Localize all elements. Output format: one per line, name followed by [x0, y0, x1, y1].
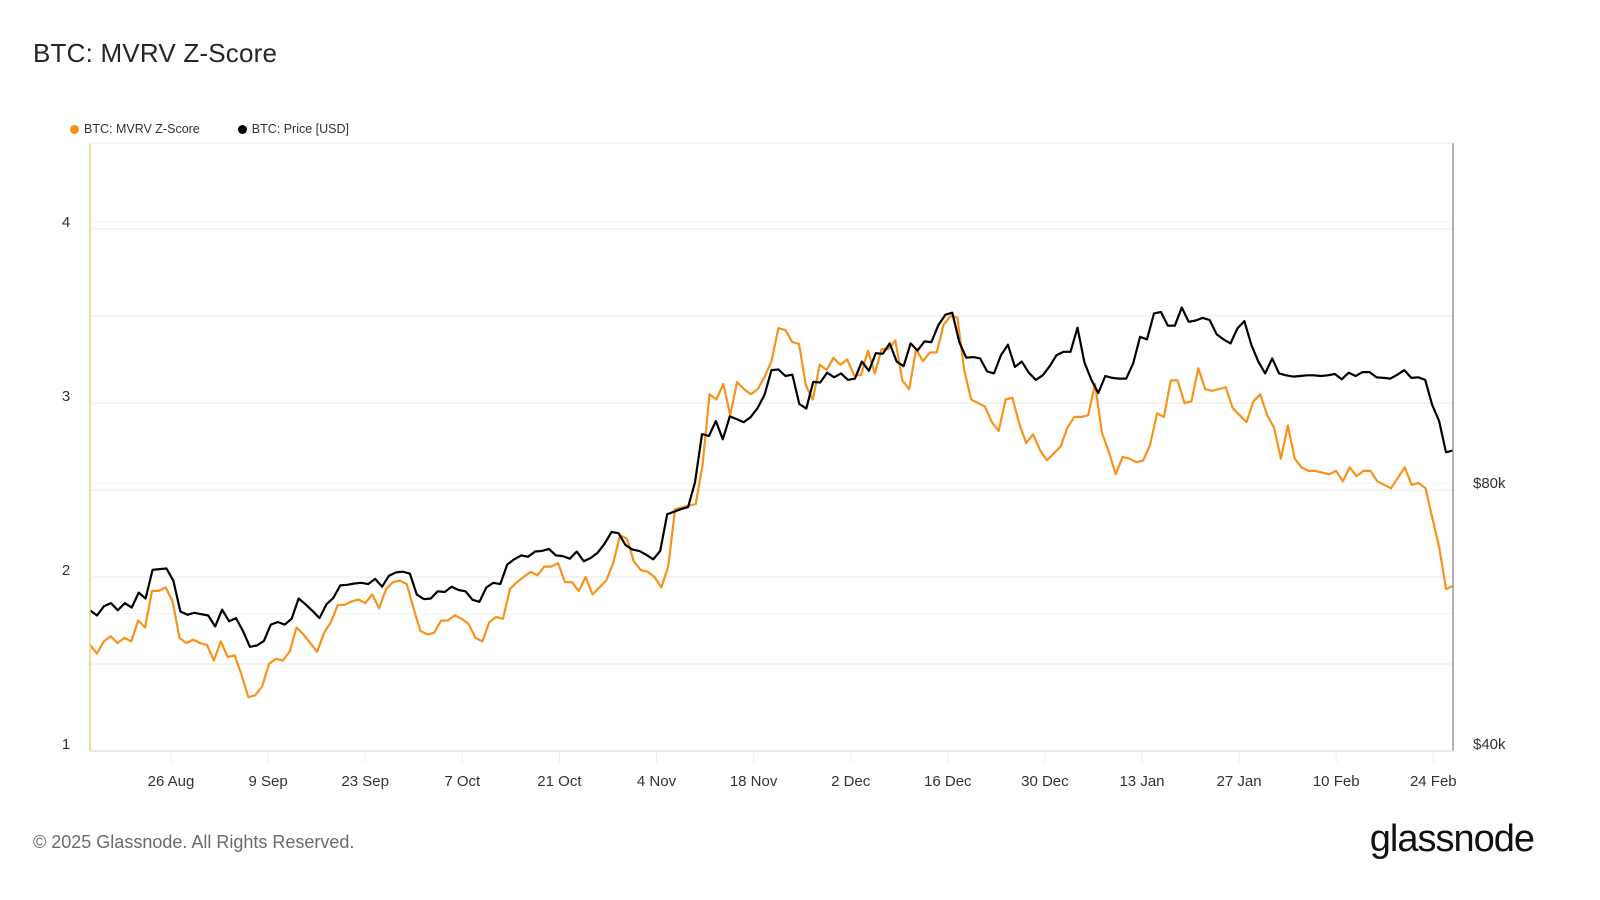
x-tick-label: 10 Feb: [1313, 773, 1360, 790]
y-axis-right: $40k $80k: [1473, 475, 1506, 753]
x-tick-label: 7 Oct: [444, 773, 481, 790]
y-left-tick-label: 4: [62, 214, 70, 231]
x-tick-label: 21 Oct: [537, 773, 582, 790]
x-tick-label: 30 Dec: [1021, 773, 1069, 790]
x-tick-label: 9 Sep: [248, 773, 287, 790]
price-line: [89, 306, 1454, 648]
grid-lines: [90, 221, 1453, 665]
glassnode-logo: glassnode: [1369, 818, 1535, 860]
legend-dot-icon: [70, 124, 79, 134]
y-left-tick-label: 3: [62, 388, 70, 405]
y-right-tick-label: $40k: [1473, 736, 1506, 753]
x-tick-label: 24 Feb: [1410, 773, 1457, 790]
y-left-tick-label: 1: [62, 736, 70, 753]
x-tick-label: 16 Dec: [924, 773, 972, 790]
x-tick-label: 27 Jan: [1217, 773, 1262, 790]
legend: BTC: MVRV Z-Score BTC: Price [USD]: [70, 122, 349, 136]
x-tick-label: 23 Sep: [341, 773, 389, 790]
zscore-line: [89, 314, 1454, 699]
x-tick-label: 13 Jan: [1119, 773, 1164, 790]
y-axis-left: 1 2 3 4: [62, 214, 70, 753]
chart-title: BTC: MVRV Z-Score: [33, 38, 278, 68]
x-tick-label: 2 Dec: [831, 773, 871, 790]
copyright-text: © 2025 Glassnode. All Rights Reserved.: [33, 832, 355, 852]
legend-item-price[interactable]: BTC: Price [USD]: [237, 122, 350, 136]
y-left-tick-label: 2: [62, 562, 70, 579]
legend-item-zscore[interactable]: BTC: MVRV Z-Score: [70, 122, 200, 136]
x-tick-label: 18 Nov: [730, 773, 778, 790]
legend-dot-icon: [237, 124, 247, 134]
y-right-tick-label: $80k: [1473, 475, 1506, 492]
legend-label: BTC: MVRV Z-Score: [84, 122, 200, 136]
legend-label: BTC: Price [USD]: [251, 122, 350, 136]
x-tick-label: 4 Nov: [637, 773, 677, 790]
x-axis: 26 Aug 9 Sep 23 Sep 7 Oct 21 Oct 4 Nov 18 Nov 2…: [148, 752, 1457, 790]
x-tick-label: 26 Aug: [148, 773, 195, 790]
